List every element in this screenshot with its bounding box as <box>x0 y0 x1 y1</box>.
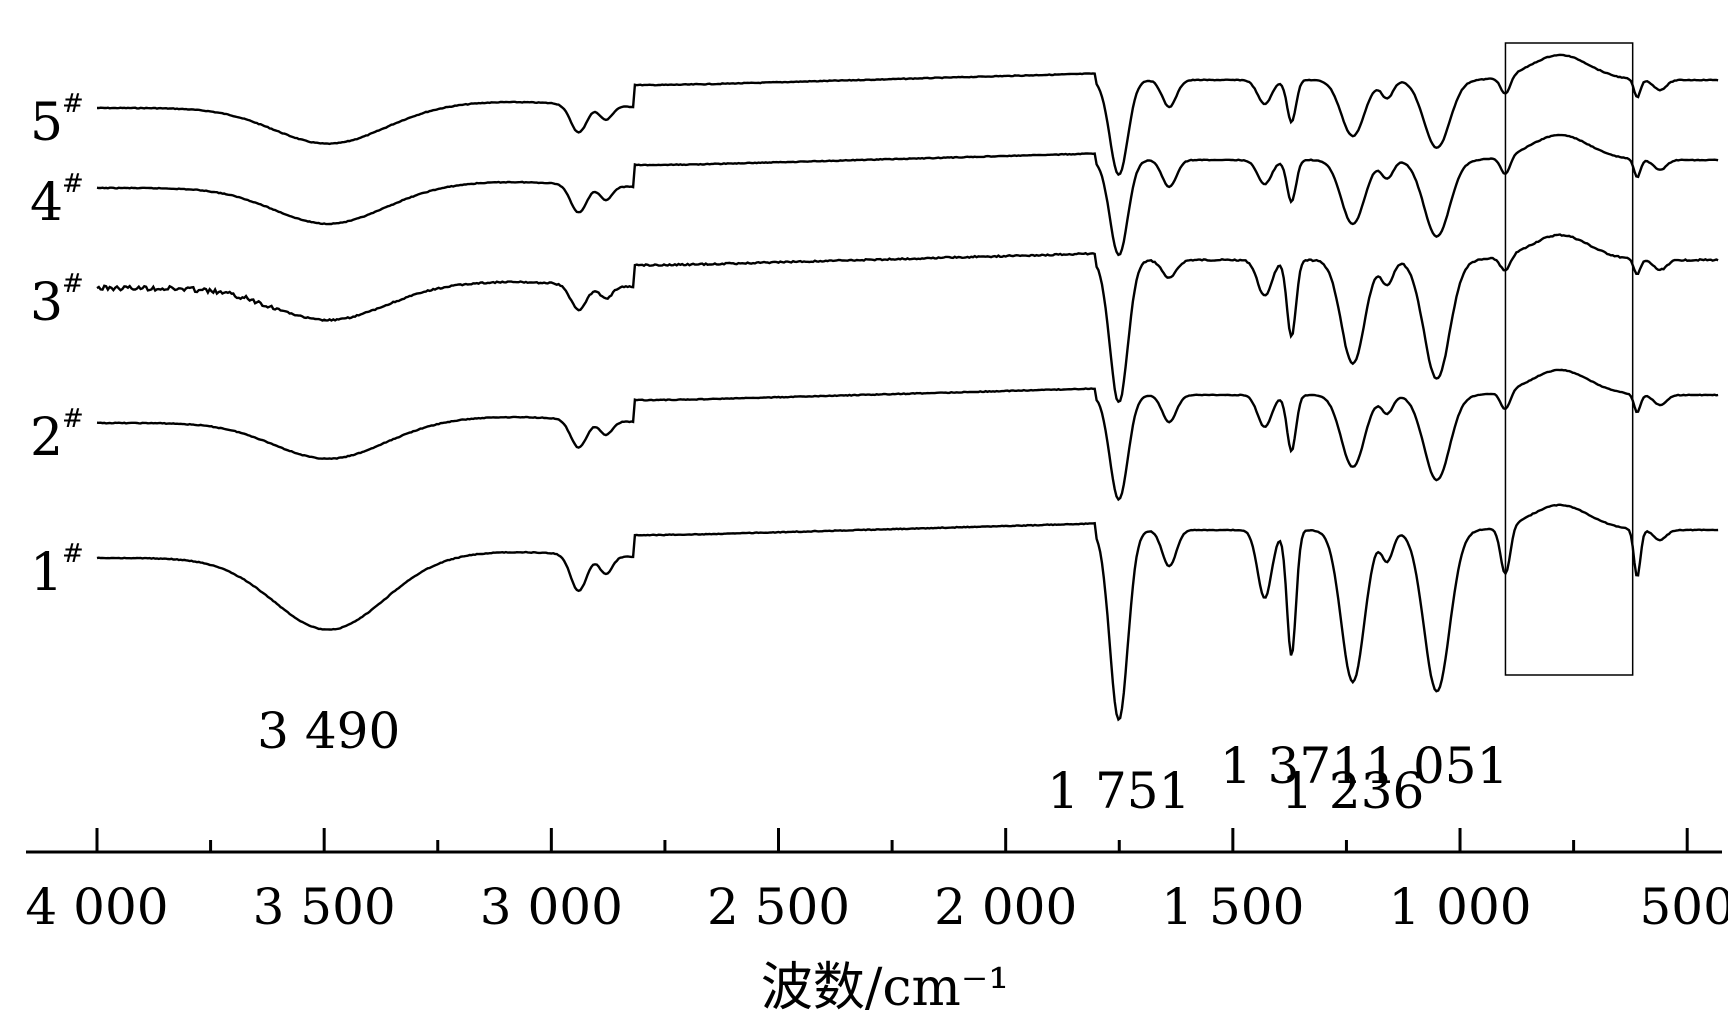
peak-label-1: 3 490 <box>257 702 400 760</box>
x-tick-label-3: 3 000 <box>480 878 623 936</box>
peak-label-2: 1 751 <box>1047 762 1190 820</box>
peak-label-5: 1 051 <box>1365 737 1508 795</box>
spectra-curves <box>96 53 1719 722</box>
x-tick-label-8: 500 <box>1639 878 1728 936</box>
x-axis-ticks: 4 000 3 500 3 000 2 500 2 000 1 500 1 000 500 <box>25 828 1728 936</box>
series-label-sup-1: # <box>62 89 84 119</box>
x-tick-label-1: 4 000 <box>25 878 168 936</box>
series-label-sup-5: # <box>62 539 84 569</box>
series-line-3 <box>96 233 1719 404</box>
series-label-1: 5 <box>30 93 63 153</box>
peak-label-3: 1 371 <box>1220 737 1363 795</box>
series-label-2: 4 <box>30 173 63 233</box>
series-line-4 <box>96 368 1719 502</box>
series-line-2 <box>96 133 1719 257</box>
series-labels: 5#4#3#2#1# <box>30 89 84 603</box>
series-label-sup-2: # <box>62 169 84 199</box>
series-label-sup-4: # <box>62 404 84 434</box>
series-line-1 <box>97 53 1719 177</box>
series-label-5: 1 <box>30 543 63 603</box>
series-label-sup-3: # <box>62 269 84 299</box>
x-axis-title: 波数/cm⁻¹ <box>761 958 1009 1017</box>
highlight-box <box>1504 42 1634 676</box>
x-tick-label-2: 3 500 <box>253 878 396 936</box>
x-tick-label-5: 2 000 <box>934 878 1077 936</box>
series-label-4: 2 <box>30 408 63 468</box>
x-tick-label-7: 1 000 <box>1388 878 1531 936</box>
x-tick-label-6: 1 500 <box>1161 878 1304 936</box>
peak-label-4: 1 236 <box>1281 762 1424 820</box>
series-line-5 <box>96 503 1719 722</box>
x-tick-label-4: 2 500 <box>707 878 850 936</box>
series-label-3: 3 <box>30 273 63 333</box>
